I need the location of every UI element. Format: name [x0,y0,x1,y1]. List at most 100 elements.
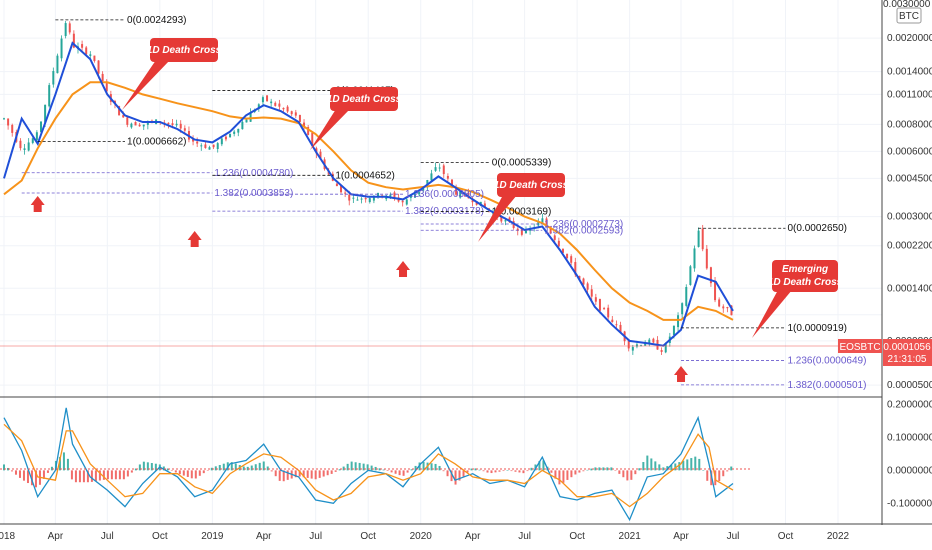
candle-body [516,228,519,231]
macd-bar [174,470,177,473]
macd-bar [182,470,185,476]
macd-bar [670,464,673,471]
time-tick: 2018 [0,531,16,542]
candle-body [311,132,314,146]
macd-bar [34,470,37,488]
macd-bar [330,470,333,474]
candle-body [401,200,404,203]
macd-bar [682,460,685,471]
candle-body [664,343,667,353]
macd-bar [210,467,213,471]
currency-badge: BTC [899,11,919,22]
price-tick: 0.0002200 [887,241,932,252]
macd-bar [278,470,281,481]
macd-tick: 0.1000000 [887,432,932,443]
macd-bar [578,470,581,473]
macd-bar [130,470,133,473]
macd-bar [194,470,197,479]
candle-body [607,307,610,318]
macd-bar [114,470,117,480]
macd-bar [90,470,93,482]
macd-bar [650,458,653,471]
candle-body [570,256,573,263]
candle-body [574,262,577,275]
candle-body [615,324,618,326]
macd-bar [386,470,389,471]
time-tick: 2022 [827,531,850,542]
macd-bar [518,470,521,473]
macd-bar [294,470,297,478]
fib-label: 1.236(0.0000649) [787,356,866,367]
candle-body [446,175,449,179]
macd-bar [166,468,169,471]
macd-bar [262,461,265,471]
time-tick: Apr [673,531,689,542]
candle-body [430,173,433,181]
candle-body [405,199,408,205]
candle-body [179,123,182,129]
macd-bar [502,470,505,472]
callout-pointer [122,60,170,110]
macd-tick: 0.2000000 [887,400,932,411]
macd-bar [630,470,633,480]
macd-bar [310,470,313,479]
candle-body [290,111,293,115]
macd-bar [266,466,269,471]
fib-label: 0(0.0002650) [787,223,847,234]
candle-body [340,185,343,193]
up-arrow-icon [396,261,411,277]
macd-bar [418,462,421,471]
macd-bar [122,470,125,480]
fib-label: 1.382(0.0000501) [787,380,866,391]
macd-bar [690,458,693,471]
macd-bar [446,470,449,477]
macd-bar [10,470,13,472]
macd-bar [718,470,721,482]
fib-label: 1.382(0.0003853) [214,188,293,199]
macd-bar [550,470,553,473]
macd-bar [562,470,565,483]
candle-body [681,303,684,315]
candle-body [27,142,30,151]
macd-bar [198,470,201,476]
candle-body [233,131,236,134]
macd-bar [430,463,433,471]
macd-bar [82,470,85,483]
macd-bar [522,470,525,474]
macd-bar [150,463,153,471]
macd-bar [206,470,209,471]
callout-box [150,38,218,62]
candle-body [442,165,445,175]
macd-bar [598,467,601,471]
macd-bar [302,470,305,478]
macd-bar [94,470,97,482]
macd-bar [458,470,461,481]
macd-bar [66,458,69,471]
candle-body [212,144,215,148]
macd-bar [622,470,625,478]
candle-body [356,199,359,201]
candle-body [97,60,100,74]
candle-body [192,138,195,142]
macd-bar [70,470,73,480]
time-tick: Oct [360,531,376,542]
candle-body [545,218,548,227]
macd-bar [574,470,577,475]
macd-bar [346,463,349,471]
price-tick: 0.0000500 [887,380,932,391]
candle-body [689,266,692,285]
candle-body [11,124,14,133]
candle-body [644,342,647,346]
candle-body [393,192,396,198]
macd-bar [434,463,437,471]
fib-label: 0(0.0024293) [127,15,187,26]
macd-bar [214,466,217,471]
macd-bar [274,470,277,477]
candle-body [282,107,285,110]
time-tick: Apr [48,531,64,542]
macd-bar [178,470,181,475]
candle-body [64,23,67,37]
candle-body [586,283,589,290]
macd-bar [554,470,557,479]
